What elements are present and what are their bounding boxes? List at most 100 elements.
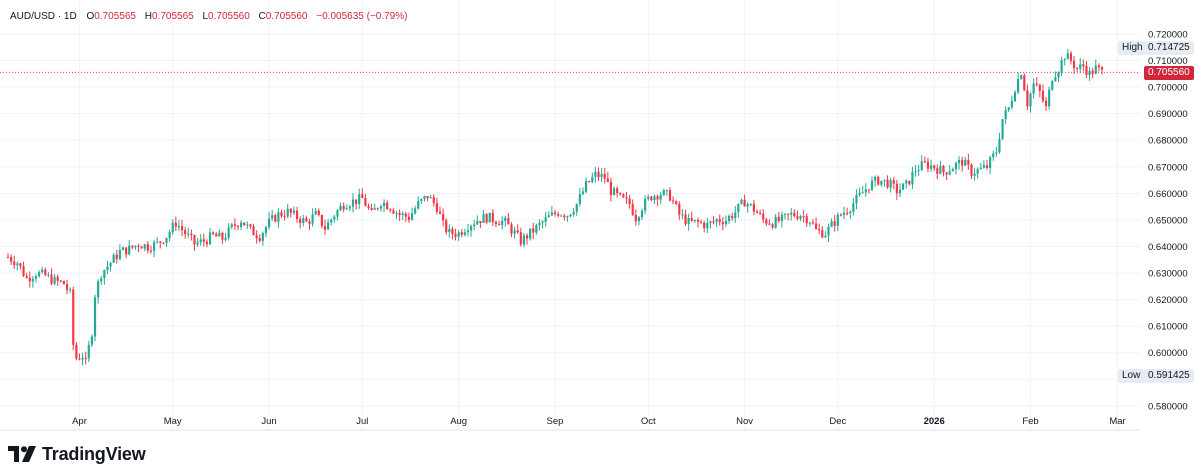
candle (1060, 56, 1063, 77)
candle (777, 211, 780, 223)
candle-body (358, 194, 361, 204)
candle-body (308, 221, 311, 224)
candle (432, 194, 435, 207)
candle-body (967, 159, 970, 165)
candle (330, 218, 333, 226)
candle-body (818, 229, 821, 231)
candle-body (519, 232, 522, 245)
candle-body (867, 189, 870, 191)
candle-body (659, 194, 662, 200)
candle-body (184, 230, 187, 235)
tradingview-brand[interactable]: TradingView (8, 443, 146, 465)
candle (612, 186, 616, 196)
candle (482, 209, 485, 223)
candle (929, 159, 933, 172)
candle (824, 231, 827, 239)
candle-body (712, 221, 715, 223)
candle-body (16, 263, 19, 266)
candle-body (957, 159, 961, 164)
candle-body (1038, 84, 1041, 91)
candle-body (920, 161, 923, 171)
time-axis[interactable]: Apr May Jun Jul Aug Sep Oct Nov Dec 2026 Feb Mar (72, 416, 1126, 427)
candle (208, 228, 212, 246)
candle-body (491, 212, 494, 222)
candle-body (566, 216, 569, 218)
candle-body (429, 197, 432, 199)
candle-body (855, 194, 858, 204)
candle-body (1001, 119, 1004, 139)
x-tick-label: Oct (641, 416, 656, 427)
candle (584, 177, 588, 194)
candle-body (482, 214, 485, 223)
candle (926, 157, 930, 173)
candle (852, 197, 855, 216)
candle (849, 210, 852, 219)
candle-body (743, 199, 746, 207)
candle (65, 279, 69, 295)
candle (532, 222, 535, 240)
y-tick-label: 0.700000 (1148, 83, 1188, 94)
candle-body (246, 224, 249, 226)
candle-body (535, 225, 538, 233)
candle-body (1057, 72, 1060, 78)
candle-body (382, 202, 386, 207)
candle (16, 261, 19, 271)
candle-body (19, 263, 22, 267)
candle (628, 194, 631, 209)
candle (768, 219, 771, 226)
candle-body (50, 274, 53, 284)
candle-body (992, 153, 995, 158)
candle (693, 219, 696, 223)
candle-body (379, 206, 383, 209)
candle (743, 194, 746, 207)
candle-body (653, 196, 656, 201)
candle (718, 214, 721, 226)
candle-body (171, 222, 174, 233)
candle (370, 203, 373, 211)
y-tick-label: 0.680000 (1148, 136, 1188, 147)
candle (31, 275, 34, 288)
candle (746, 202, 749, 213)
price-axis[interactable]: 0.720000 0.710000 0.700000 0.690000 0.680000… (1148, 30, 1188, 413)
candle-body (616, 188, 619, 193)
candle-body (426, 195, 429, 199)
candle (230, 223, 233, 230)
candle-body (348, 206, 351, 209)
candle-body (224, 237, 227, 240)
low-label: L (202, 11, 209, 22)
candle (606, 172, 609, 182)
candle (280, 209, 283, 219)
candle (78, 353, 81, 361)
candle (320, 214, 323, 229)
candle (634, 209, 637, 226)
candle (125, 247, 128, 259)
close-label: C (258, 11, 266, 22)
candle-body (131, 245, 134, 248)
candle-body (690, 218, 693, 221)
candle (87, 340, 90, 363)
candle-body (1100, 67, 1104, 70)
candle (706, 217, 709, 234)
candle (156, 237, 159, 244)
candle (752, 199, 755, 216)
x-tick-label: Aug (450, 416, 467, 427)
x-tick-label: May (164, 416, 182, 427)
candle (948, 165, 951, 176)
candle (805, 213, 808, 227)
candle (1016, 72, 1020, 95)
candle (637, 215, 641, 226)
candle-body (190, 233, 193, 236)
candle-body (218, 232, 221, 237)
candle (407, 212, 411, 223)
symbol-label[interactable]: AUD/USD · 1D (10, 11, 77, 22)
candle-body (10, 257, 13, 262)
candle (336, 208, 339, 221)
candle-body (550, 212, 553, 216)
candle-body (53, 276, 56, 284)
candle-body (112, 254, 115, 263)
candle-body (622, 194, 625, 198)
candle-body (165, 237, 168, 243)
candle (870, 176, 874, 192)
candle (886, 175, 889, 189)
